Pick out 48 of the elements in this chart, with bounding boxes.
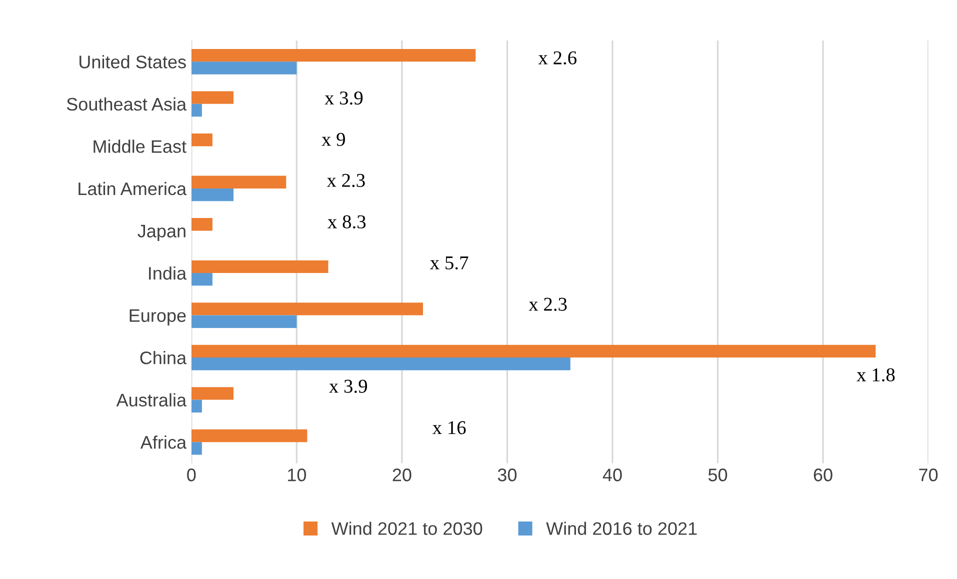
- bar: [191, 429, 308, 442]
- bar: [191, 358, 570, 370]
- bar: [191, 315, 297, 328]
- bar: [191, 260, 328, 273]
- bar: [191, 104, 202, 117]
- x-tick-label: 70: [919, 468, 938, 482]
- bar: [191, 400, 202, 412]
- annotation: x 5.7: [430, 256, 468, 270]
- x-tick-label: 60: [814, 468, 832, 482]
- annotation: x 1.8: [856, 368, 895, 382]
- y-tick-label: United States: [80, 55, 186, 68]
- y-tick-label: Southeast Asia: [66, 97, 187, 111]
- annotation: x 3.9: [329, 380, 368, 393]
- bar: [191, 218, 212, 231]
- bar: [191, 62, 297, 74]
- annotation: x 2.3: [528, 298, 567, 311]
- bar: [191, 344, 876, 358]
- x-tick-label: 20: [392, 468, 412, 482]
- x-tick-label: 10: [288, 468, 306, 482]
- x-tick-label: 50: [708, 468, 728, 482]
- legend-label: Wind 2021 to 2030: [331, 522, 482, 535]
- bar: [191, 302, 423, 316]
- bar: [191, 442, 202, 455]
- y-tick-label: Latin America: [78, 182, 187, 196]
- annotation: x 2.6: [538, 51, 576, 64]
- annotation: x 9: [322, 132, 345, 146]
- y-tick-label: Japan: [138, 224, 186, 242]
- x-tick-label: 40: [602, 468, 622, 482]
- y-tick-label: India: [149, 266, 187, 280]
- y-tick-label: Australia: [116, 393, 187, 407]
- annotation: x 8.3: [328, 215, 366, 228]
- y-tick-label: Middle East: [94, 140, 186, 153]
- bar: [191, 387, 234, 400]
- bar: [191, 176, 286, 188]
- annotation: x 3.9: [324, 92, 363, 105]
- annotation: x 2.3: [326, 174, 365, 188]
- y-tick-label: China: [140, 350, 187, 364]
- bar: [191, 48, 476, 62]
- x-tick-label: 0: [187, 468, 196, 482]
- bar: [191, 273, 212, 286]
- bar: [191, 188, 234, 202]
- bar: [191, 134, 212, 146]
- x-tick-label: 30: [498, 468, 517, 482]
- legend-label: Wind 2016 to 2021: [546, 522, 697, 535]
- annotation: x 16: [432, 421, 466, 434]
- bar: [191, 91, 234, 104]
- y-tick-label: Africa: [140, 436, 187, 449]
- y-tick-label: Europe: [130, 309, 186, 326]
